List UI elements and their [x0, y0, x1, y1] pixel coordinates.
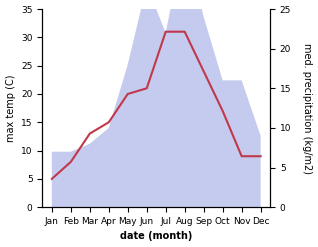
- Y-axis label: max temp (C): max temp (C): [5, 74, 16, 142]
- X-axis label: date (month): date (month): [120, 231, 192, 242]
- Y-axis label: med. precipitation (kg/m2): med. precipitation (kg/m2): [302, 43, 313, 174]
